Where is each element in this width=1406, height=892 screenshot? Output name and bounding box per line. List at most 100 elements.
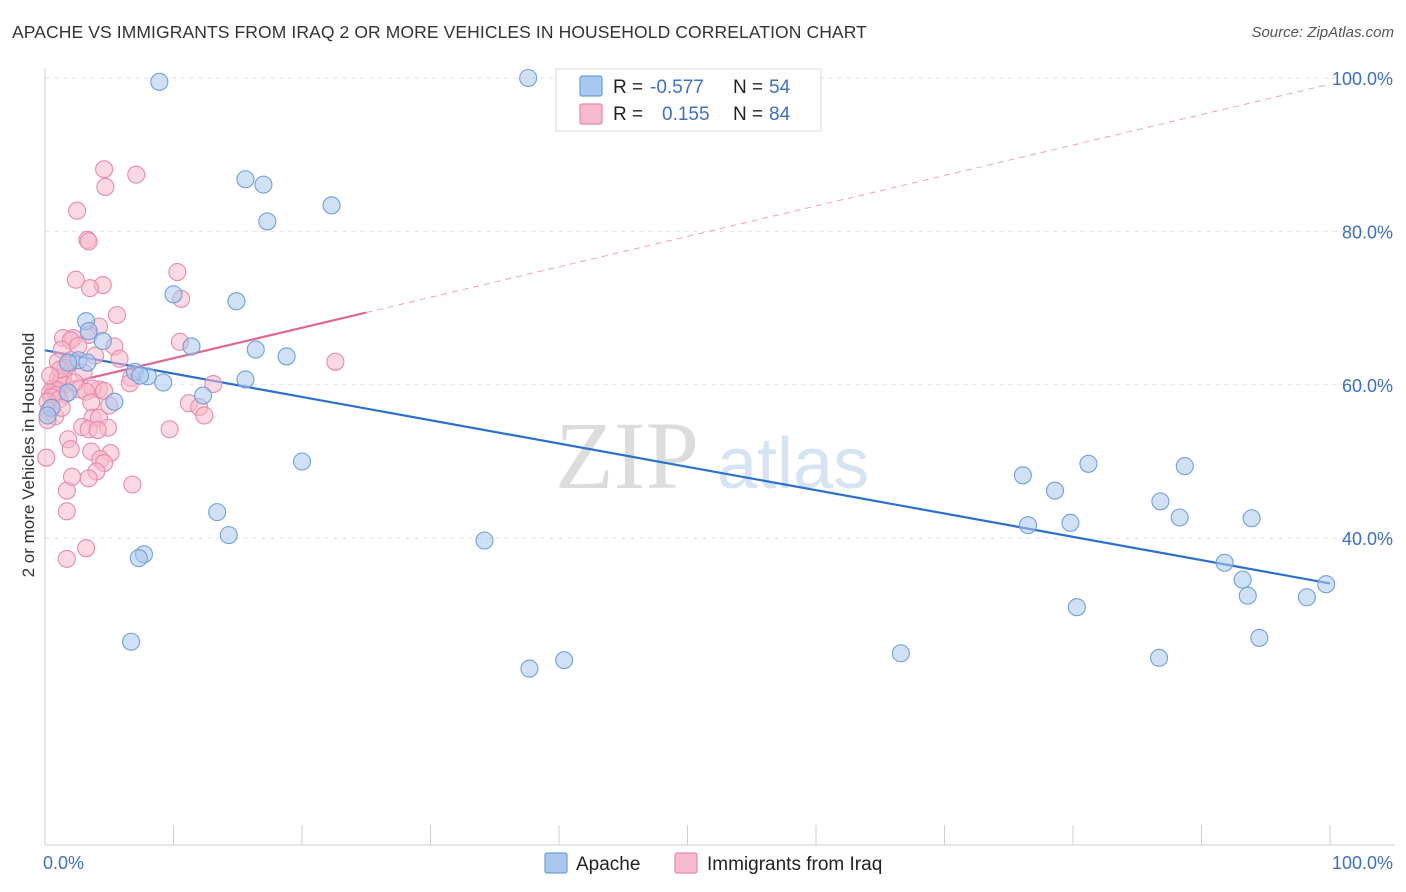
apache-point [1175, 457, 1194, 476]
iraq-point [37, 448, 56, 467]
iraq-r-label: R = [613, 104, 643, 125]
apache-point [475, 531, 494, 550]
apache-point [1079, 454, 1098, 473]
apache-point [246, 340, 265, 359]
apache-point [1233, 570, 1252, 589]
apache-point [1150, 648, 1169, 667]
iraq-point [195, 406, 214, 425]
iraq-r-value: 0.155 [662, 104, 710, 125]
iraq-point [62, 467, 82, 486]
y-tick-label: 80.0% [1342, 222, 1393, 242]
iraq-point [57, 502, 76, 521]
apache-point [1151, 492, 1170, 511]
source-label: Source: ZipAtlas.com [1251, 24, 1394, 41]
iraq-point [57, 549, 76, 568]
apache-point [219, 526, 238, 545]
watermark: ZIP atlas [555, 402, 869, 509]
apache-point [1170, 508, 1189, 527]
apache-point [150, 72, 169, 91]
x-tick-label: 0.0% [43, 853, 84, 873]
iraq-trend-extension [366, 83, 1331, 313]
iraq-point [168, 263, 187, 282]
apache-point [519, 68, 538, 88]
apache-point [891, 644, 910, 663]
apache-point [520, 659, 539, 678]
apache-point [1242, 509, 1261, 528]
apache-point [277, 347, 296, 366]
x-tick-label: 100.0% [1332, 853, 1393, 873]
iraq-point [66, 270, 85, 289]
iraq-point [61, 440, 80, 459]
apache-point [1250, 628, 1269, 647]
apache-point [236, 370, 255, 389]
iraq-point [68, 201, 87, 220]
apache-point [1061, 513, 1080, 532]
apache-point [129, 549, 148, 568]
y-tick-label: 60.0% [1342, 376, 1393, 396]
apache-point [122, 632, 141, 651]
stats-legend: R = -0.577 N = 54 R = 0.155 N = 84 [555, 68, 822, 132]
apache-point [38, 406, 57, 425]
legend-apache-swatch [544, 852, 568, 874]
apache-n-value: 54 [769, 77, 791, 98]
apache-point [182, 337, 201, 356]
apache-point [164, 285, 183, 304]
apache-point [254, 175, 273, 194]
apache-point [208, 503, 227, 522]
trend-lines [44, 83, 1331, 585]
legend-apache-label: Apache [576, 854, 640, 875]
iraq-swatch [579, 103, 603, 125]
apache-point [1013, 466, 1032, 485]
legend-iraq-label: Immigrants from Iraq [707, 854, 882, 875]
apache-r-value: -0.577 [650, 77, 704, 98]
data-points [37, 68, 1336, 678]
apache-point [1317, 575, 1336, 594]
iraq-point [80, 279, 100, 298]
iraq-point [77, 539, 96, 558]
apache-point [93, 332, 112, 351]
apache-point [131, 366, 150, 385]
iraq-n-value: 84 [769, 104, 791, 125]
tick-labels: 40.0% 60.0% 80.0% 100.0% 0.0% 100.0% [43, 69, 1393, 873]
apache-point [59, 353, 78, 372]
iraq-point [79, 232, 98, 251]
iraq-n-label: N = [733, 104, 763, 125]
iraq-point [110, 349, 129, 368]
iraq-trend-line [44, 311, 367, 390]
apache-point [1215, 553, 1234, 572]
apache-point [292, 452, 312, 471]
watermark-atlas: atlas [717, 424, 869, 504]
apache-point [1238, 586, 1257, 605]
apache-trend-line [44, 349, 1331, 585]
apache-point [1045, 481, 1065, 500]
iraq-point [82, 393, 101, 412]
apache-swatch [579, 75, 603, 97]
apache-point [258, 212, 277, 231]
apache-point [59, 383, 78, 402]
iraq-point [326, 352, 345, 371]
apache-r-label: R = [613, 77, 643, 98]
iraq-point [127, 165, 146, 184]
apache-point [154, 373, 173, 392]
iraq-point [160, 420, 179, 439]
apache-point [322, 196, 341, 215]
y-axis-label: 2 or more Vehicles in Household [19, 333, 38, 578]
apache-point [105, 392, 124, 411]
iraq-point [123, 475, 142, 494]
chart-title: APACHE VS IMMIGRANTS FROM IRAQ 2 OR MORE… [12, 22, 867, 42]
legend-iraq-swatch [674, 852, 698, 874]
iraq-point [88, 421, 107, 440]
apache-point [227, 292, 246, 311]
apache-point [555, 651, 574, 670]
iraq-point [107, 305, 127, 325]
y-tick-label: 100.0% [1332, 69, 1393, 89]
apache-point [78, 353, 97, 372]
iraq-point [79, 469, 98, 488]
apache-n-label: N = [733, 77, 763, 98]
apache-point [194, 386, 213, 405]
apache-point [236, 170, 255, 189]
iraq-point [41, 366, 60, 385]
apache-point [79, 322, 98, 341]
apache-point [1297, 588, 1316, 607]
